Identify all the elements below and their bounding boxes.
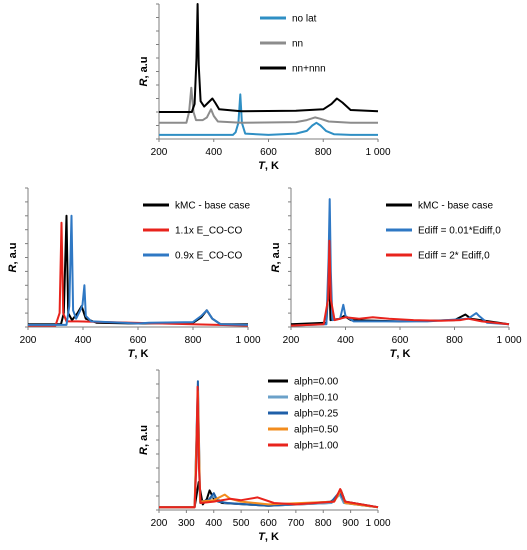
x-tick-label: 200 — [283, 335, 300, 346]
y-axis-label: R, a.u — [270, 243, 282, 273]
legend-label: kMC - base case — [418, 201, 493, 212]
x-tick-label: 1 000 — [365, 147, 390, 158]
legend: kMC - base case 1.1x E_CO-CO 0.9x E_CO-CO — [143, 201, 250, 262]
legend: no lat nn nn+nnn — [260, 14, 326, 75]
series-line-1 — [159, 86, 378, 124]
x-tick-label: 300 — [178, 518, 195, 529]
y-axis-label: R, a.u — [138, 425, 150, 455]
series-line-2 — [159, 3, 379, 113]
x-tick-label: 200 — [20, 335, 37, 346]
x-tick-label: 1 000 — [496, 335, 521, 346]
series-line-3 — [159, 390, 379, 509]
x-axis-label: T, K — [258, 160, 279, 172]
y-axis-label: R, a.u — [138, 57, 150, 87]
series-line-2 — [290, 239, 510, 327]
legend: alph=0.00 alph=0.10 alph=0.25 alph=0.50 alph… — [268, 377, 339, 452]
legend-label: no lat — [292, 14, 317, 25]
legend-label: kMC - base case — [175, 201, 250, 212]
chart-panel-middle-left: 200 400 600 800 1 000 T, K R, a.u kMC - base ca… — [7, 187, 261, 360]
legend-label: Ediff = 2* Ediff,0 — [418, 251, 490, 262]
series-line-1 — [159, 425, 379, 509]
x-tick-label: 800 — [315, 518, 332, 529]
y-axis-label: R, a.u — [7, 243, 19, 273]
x-tick-label: 200 — [151, 147, 168, 158]
chart-panel-middle-right: 200 400 600 800 1 000 T, K R, a.u kMC - base ca… — [270, 187, 522, 360]
legend-label: alph=0.50 — [294, 425, 339, 436]
x-tick-label: 600 — [260, 518, 277, 529]
x-tick-label: 500 — [233, 518, 250, 529]
x-tick-label: 800 — [446, 335, 463, 346]
x-tick-label: 1 000 — [365, 518, 390, 529]
x-tick-label: 400 — [75, 335, 92, 346]
x-axis-label: T, K — [128, 348, 149, 360]
x-tick-label: 800 — [315, 147, 332, 158]
x-tick-label: 1 000 — [235, 335, 260, 346]
legend-label: nn — [292, 39, 303, 50]
x-tick-label: 600 — [260, 147, 277, 158]
x-tick-label: 400 — [205, 147, 222, 158]
x-tick-label: 700 — [288, 518, 305, 529]
chart-panel-top: 200 400 600 800 1 000 T, K R, a.u no lat nn nn+nn… — [138, 3, 391, 172]
x-tick-label: 400 — [205, 518, 222, 529]
x-tick-label: 400 — [337, 335, 354, 346]
legend-label: 0.9x E_CO-CO — [175, 251, 242, 262]
x-axis-label: T, K — [258, 531, 279, 543]
series-line-1 — [28, 221, 249, 327]
legend-label: alph=0.10 — [294, 393, 339, 404]
legend-label: Ediff = 0.01*Ediff,0 — [418, 226, 501, 237]
legend-label: alph=1.00 — [294, 441, 339, 452]
series-line-2 — [28, 214, 249, 326]
legend-label: 1.1x E_CO-CO — [175, 226, 242, 237]
x-axis-label: T, K — [390, 348, 411, 360]
x-tick-label: 200 — [151, 518, 168, 529]
series-line-0 — [159, 93, 378, 136]
x-tick-label: 600 — [130, 335, 147, 346]
x-tick-label: 900 — [342, 518, 359, 529]
series-line-1 — [290, 198, 510, 327]
legend-label: alph=0.00 — [294, 377, 339, 388]
x-tick-label: 600 — [392, 335, 409, 346]
legend: kMC - base case Ediff = 0.01*Ediff,0 Ediff… — [386, 201, 501, 262]
series-line-4 — [159, 385, 379, 509]
legend-label: nn+nnn — [292, 64, 326, 75]
series-line-0 — [290, 270, 510, 326]
legend-label: alph=0.25 — [294, 409, 339, 420]
x-tick-label: 800 — [185, 335, 202, 346]
chart-panel-bottom: 200 300 400 500 600 700 800 900 1 000 T, K R, a.u a… — [138, 369, 391, 543]
